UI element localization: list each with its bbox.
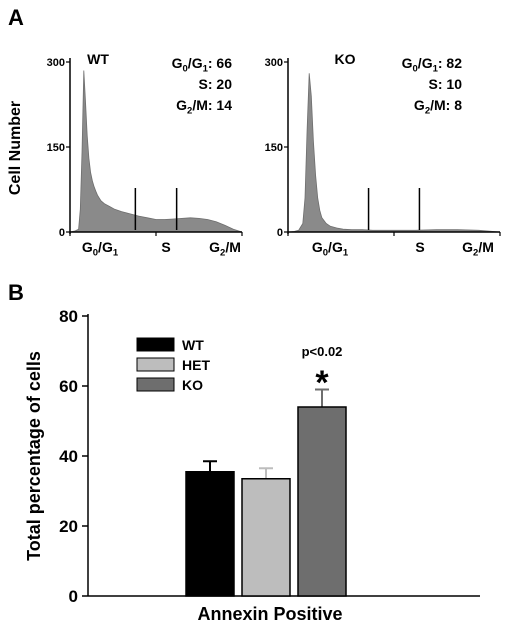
legend-label-ko: KO xyxy=(182,377,203,393)
stat-g0g1: G0​/G1​: 82 xyxy=(402,55,463,75)
y-tick-label: 60 xyxy=(59,377,78,396)
p-value-annotation: p<0.02 xyxy=(302,344,343,359)
phase-label: S xyxy=(415,239,424,255)
phase-label: G2​/M xyxy=(209,239,241,259)
histogram-area xyxy=(69,70,243,233)
y-tick-label: 150 xyxy=(47,142,65,154)
histogram-wt: 0 150 300 WT G0​/G1​: 66S: 20 G2​/M: 14 G0​/G1… xyxy=(47,51,243,259)
histogram-area xyxy=(287,73,501,233)
y-tick-label: 300 xyxy=(47,57,65,69)
histogram-title: KO xyxy=(335,51,356,67)
histogram-title: WT xyxy=(87,51,109,67)
phase-label: G0​/G1​ xyxy=(312,239,349,259)
stat-g0g1: G0​/G1​: 66 xyxy=(172,55,233,75)
stat-g2m: G2​/M: 8 xyxy=(414,97,462,117)
panel-a-ylabel: Cell Number xyxy=(7,101,24,195)
bar-chart-annexin: 0 20 40 60 80 Total percentage of cells Annexi… xyxy=(24,307,480,624)
y-tick-label: 40 xyxy=(59,447,78,466)
y-tick-label: 80 xyxy=(59,307,78,326)
phase-label: G2​/M xyxy=(462,239,494,259)
legend-swatch-het xyxy=(136,357,175,372)
bar-het xyxy=(241,478,291,597)
phase-label: G0​/G1​ xyxy=(82,239,119,259)
histogram-ko: 0 150 300 KO G0​/G1​: 82S: 10 G2​/M: 8 G0​/G1​… xyxy=(265,51,501,259)
y-tick-label: 0 xyxy=(277,227,283,239)
y-tick-label: 0 xyxy=(59,227,65,239)
phase-label: S xyxy=(161,239,170,255)
panel-a-letter: A xyxy=(8,5,24,30)
panel-b-letter: B xyxy=(8,280,24,305)
legend-swatch-ko xyxy=(136,377,175,392)
bar-wt xyxy=(185,471,235,597)
y-tick-label: 300 xyxy=(265,57,283,69)
y-tick-label: 20 xyxy=(59,517,78,536)
legend-label-het: HET xyxy=(182,357,210,373)
stat-g2m: G2​/M: 14 xyxy=(176,97,232,117)
significance-star: * xyxy=(315,364,329,402)
bar-ylabel: Total percentage of cells xyxy=(24,351,44,561)
y-tick-label: 0 xyxy=(69,587,78,606)
legend-swatch-wt xyxy=(136,337,175,352)
bar-ko xyxy=(297,406,347,597)
stat-s: S: 10 xyxy=(429,76,463,92)
bar-xlabel: Annexin Positive xyxy=(197,604,342,624)
y-tick-label: 150 xyxy=(265,142,283,154)
stat-s: S: 20 xyxy=(199,76,233,92)
legend-label-wt: WT xyxy=(182,337,204,353)
